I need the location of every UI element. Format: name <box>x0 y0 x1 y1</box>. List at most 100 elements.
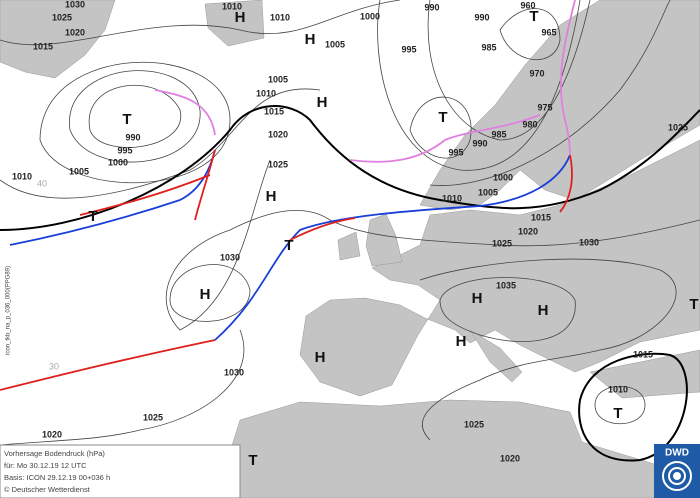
isobar-label: 995 <box>117 145 132 155</box>
isobar-label: 1010 <box>12 171 32 181</box>
legend-basis: Basis: ICON 29.12.19 00+036 h <box>4 473 110 482</box>
pressure-center: H <box>200 286 211 303</box>
warm-front <box>0 339 216 391</box>
legend-box <box>0 444 241 498</box>
pressure-center: T <box>88 208 97 225</box>
pressure-center: H <box>235 9 246 26</box>
isobar-1015 <box>578 352 688 462</box>
isobar-1015 <box>0 105 700 231</box>
isobar-label: 1020 <box>268 129 288 139</box>
isobar-label: 975 <box>537 102 552 112</box>
cold-front <box>9 149 216 246</box>
warm-front <box>194 149 216 221</box>
latitude-label: 40 <box>37 178 47 188</box>
cold-front <box>214 154 571 341</box>
ireland <box>337 231 361 261</box>
iceland <box>204 0 265 47</box>
isobar <box>69 70 201 163</box>
isobars <box>0 0 700 462</box>
isobar-label: 1005 <box>478 187 498 197</box>
latitude-label: 30 <box>49 361 59 371</box>
pressure-center: H <box>317 94 328 111</box>
occluded-front <box>560 0 576 156</box>
isobar-label: 1015 <box>531 212 551 222</box>
occluded-front <box>154 89 216 136</box>
isobar <box>0 0 401 46</box>
isobar-label: 1015 <box>264 106 284 116</box>
isobar <box>39 62 231 184</box>
isobar-label: 1015 <box>633 349 653 359</box>
logo-text: DWD <box>665 448 689 459</box>
isobar-label: 960 <box>520 0 535 10</box>
warm-front <box>79 174 211 216</box>
isobar-label: 1025 <box>52 12 72 22</box>
isobar-label: 1000 <box>108 157 128 167</box>
pressure-center: T <box>613 405 622 422</box>
isobar <box>419 258 677 441</box>
pressure-center: H <box>315 349 326 366</box>
isobar-label: 990 <box>424 2 439 12</box>
isobar <box>377 0 581 171</box>
pressure-center: H <box>266 188 277 205</box>
isobar-label: 990 <box>125 132 140 142</box>
isobar-label: 1020 <box>65 27 85 37</box>
isobar-label: 1025 <box>143 412 163 422</box>
isobar-label: 1010 <box>222 1 242 11</box>
pressure-center: T <box>529 8 538 25</box>
isobar-label: 990 <box>474 12 489 22</box>
isobar-label: 995 <box>401 44 416 54</box>
pressure-center: T <box>248 452 257 469</box>
isobar <box>409 96 472 159</box>
isobar-label: 990 <box>472 138 487 148</box>
isobar-label: 1005 <box>268 74 288 84</box>
isobar-label: 1025 <box>492 238 512 248</box>
pressure-center: T <box>122 111 131 128</box>
isobar <box>0 88 321 199</box>
isobar-label: 980 <box>522 119 537 129</box>
isobar-label: 1005 <box>325 39 345 49</box>
isobar-label: 1005 <box>69 166 89 176</box>
isobar <box>429 0 671 186</box>
europe <box>299 139 700 397</box>
legend-copyright: © Deutscher Wetterdienst <box>4 485 91 494</box>
isobar-label: 1020 <box>500 453 520 463</box>
isobar-label: 1000 <box>493 172 513 182</box>
isobar-label: 1010 <box>608 384 628 394</box>
pressure-center: H <box>472 290 483 307</box>
isobar-label: 1010 <box>270 12 290 22</box>
pressure-center: T <box>438 109 447 126</box>
isobar <box>165 159 700 331</box>
fronts <box>0 0 576 391</box>
greenland <box>0 0 116 79</box>
isobar-label: 1025 <box>464 419 484 429</box>
isobar-label: 1035 <box>496 280 516 290</box>
isobar-label: 1030 <box>65 0 85 9</box>
pressure-center: T <box>284 237 293 254</box>
occluded-front <box>349 114 541 163</box>
isobar <box>439 277 576 342</box>
isobar <box>169 264 251 322</box>
warm-front <box>289 217 356 241</box>
isobar-label: 1020 <box>518 226 538 236</box>
side-label: icon_tkb_na_p_036_000(PPG89) <box>6 266 12 355</box>
isobar-label: 1030 <box>579 237 599 247</box>
pressure-center: H <box>456 333 467 350</box>
isobar <box>88 84 182 148</box>
pressure-center: H <box>305 31 316 48</box>
isobar-label: 965 <box>541 27 556 37</box>
pressure-center: H <box>538 302 549 319</box>
isobar-label: 1030 <box>220 252 240 262</box>
scandinavia <box>419 0 700 211</box>
isobar-label: 1000 <box>360 11 380 21</box>
isobar-label: 1010 <box>256 88 276 98</box>
isobar <box>499 8 561 61</box>
warm-front <box>559 154 573 213</box>
isobar-label: 985 <box>481 42 496 52</box>
isobar <box>0 329 245 446</box>
isobar-label: 995 <box>448 147 463 157</box>
isobar-label: 1025 <box>668 122 688 132</box>
isobar-label: 1025 <box>268 159 288 169</box>
isobar-label: 985 <box>491 129 506 139</box>
